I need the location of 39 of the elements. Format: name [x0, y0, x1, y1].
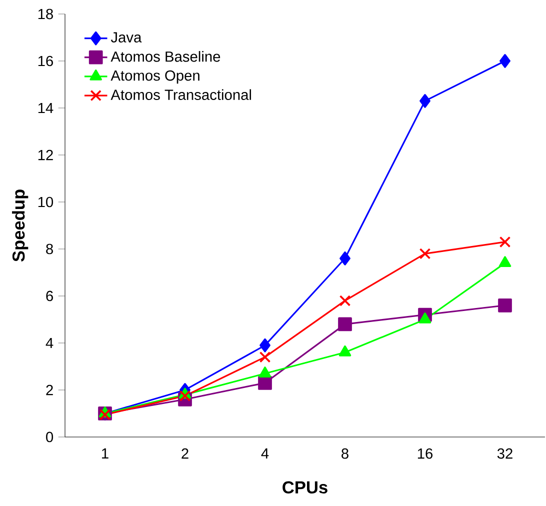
point — [418, 312, 432, 324]
point — [498, 298, 512, 312]
point — [500, 54, 510, 68]
y-tick-label: 2 — [46, 384, 53, 396]
point — [339, 295, 351, 306]
x-tick-label: 16 — [418, 448, 432, 459]
y-tick-label: 12 — [38, 150, 53, 160]
point — [498, 256, 512, 268]
y-tick-label: 16 — [38, 56, 53, 66]
y-tick-label: 10 — [38, 196, 54, 208]
x-tick-label: 8 — [342, 448, 348, 459]
point — [260, 338, 270, 352]
x-tick-label: 32 — [497, 448, 512, 459]
x-tick-label: 4 — [261, 448, 269, 458]
legend-label: Atomos Baseline — [110, 51, 220, 62]
y-tick-label: 8 — [46, 244, 53, 254]
x-tick-label: 2 — [182, 448, 188, 459]
legend-label: Java — [110, 32, 142, 43]
point — [338, 345, 352, 356]
point — [338, 317, 352, 332]
y-tick-label: 14 — [38, 102, 54, 114]
y-axis-title: Speedup — [12, 190, 28, 262]
y-tick-label: 4 — [46, 338, 54, 348]
point — [259, 351, 271, 363]
x-axis-title: CPUs — [282, 481, 328, 494]
point — [99, 409, 111, 420]
legend-label: Atomos Open — [110, 70, 200, 84]
point — [179, 390, 191, 402]
legend-label: Atomos Transactional — [110, 89, 252, 100]
y-tick-label: 18 — [38, 8, 53, 20]
x-tick-label: 1 — [102, 448, 108, 458]
y-tick-label: 0 — [46, 432, 54, 442]
point — [258, 366, 272, 378]
point — [420, 94, 430, 108]
y-tick-label: 6 — [46, 290, 53, 302]
point — [419, 248, 431, 260]
point — [340, 251, 350, 266]
point — [258, 376, 272, 390]
point — [499, 236, 511, 248]
